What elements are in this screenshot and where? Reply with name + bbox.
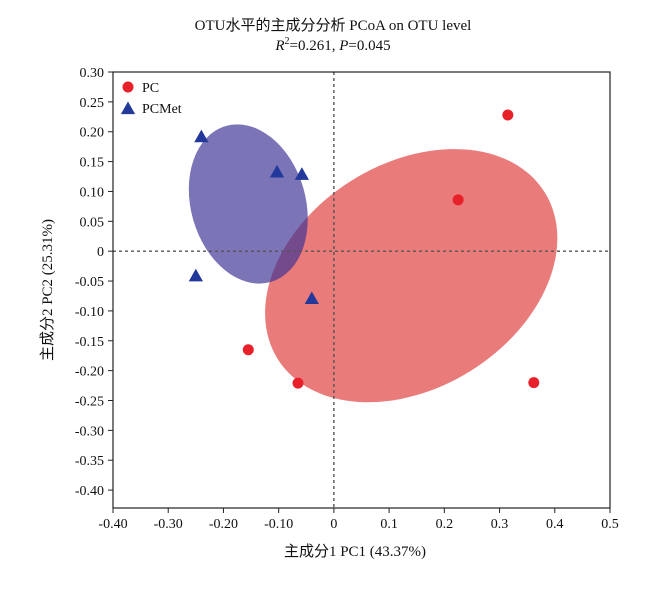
- x-axis-ticks: -0.40 -0.30 -0.20 -0.10 0 0.1 0.2 0.3 0.4 0.5: [98, 508, 619, 532]
- y-tick-label: -0.15: [75, 335, 104, 350]
- x-tick-label: 0.2: [436, 517, 454, 532]
- subtitle-p-value: =0.045: [348, 38, 390, 54]
- chart-subtitle: R2=0.261, P=0.045: [274, 36, 390, 54]
- chart-title: OTU水平的主成分分析 PCoA on OTU level: [195, 17, 472, 34]
- y-tick-label: -0.25: [75, 394, 104, 409]
- x-tick-label: 0.1: [380, 517, 398, 532]
- subtitle-r-value: =0.261,: [290, 38, 340, 54]
- subtitle-p-label: P: [338, 38, 348, 54]
- point-pcmet-5: [304, 291, 319, 305]
- x-tick-label: 0.4: [546, 517, 564, 532]
- ellipse-pcmet: [188, 124, 308, 284]
- y-tick-label: 0.15: [80, 156, 105, 171]
- legend-marker-pcmet: [120, 101, 136, 115]
- point-pcmet-2: [269, 164, 285, 178]
- data-points: [188, 109, 540, 389]
- point-pcmet-4: [188, 268, 203, 282]
- y-tick-label: 0.20: [80, 126, 105, 141]
- x-tick-label: -0.40: [98, 517, 127, 532]
- y-axis-ticks: 0.30 0.25 0.20 0.15 0.10 0.05 0 -0.05 -0.10 -0.15…: [75, 66, 113, 499]
- point-pc-5: [292, 377, 304, 389]
- y-tick-label: -0.20: [75, 365, 104, 380]
- point-pcmet-1: [194, 129, 209, 143]
- y-tick-label: 0.30: [80, 66, 105, 81]
- y-axis-title: 主成分2 PC2 (25.31%): [39, 219, 56, 361]
- legend-label-pcmet: PCMet: [142, 102, 182, 117]
- subtitle-r-label: R: [274, 38, 284, 54]
- x-tick-label: -0.30: [154, 517, 183, 532]
- point-pc-2: [452, 194, 464, 206]
- x-tick-label: -0.20: [209, 517, 238, 532]
- x-tick-label: 0.3: [491, 517, 509, 532]
- point-pc-4: [242, 344, 254, 356]
- reference-lines: [113, 72, 610, 508]
- y-tick-label: 0.25: [80, 96, 105, 111]
- y-tick-label: -0.05: [75, 275, 104, 290]
- point-pcmet-3: [294, 167, 309, 180]
- x-tick-label: 0.5: [601, 517, 619, 532]
- legend-marker-pc: [122, 81, 134, 93]
- y-tick-label: 0.05: [80, 215, 105, 230]
- y-tick-label: -0.30: [75, 424, 104, 439]
- plot-frame: [112, 71, 611, 509]
- y-tick-label: -0.40: [75, 484, 104, 499]
- x-tick-label: -0.10: [264, 517, 293, 532]
- ellipse-pc: [265, 149, 558, 403]
- point-pc-3: [528, 377, 540, 389]
- y-tick-label: -0.35: [75, 454, 104, 469]
- legend-label-pc: PC: [142, 81, 159, 96]
- point-pc-1: [502, 109, 514, 121]
- y-tick-label: -0.10: [75, 305, 104, 320]
- subtitle-r-sup: 2: [285, 36, 290, 47]
- y-tick-label: 0.10: [80, 185, 105, 200]
- x-tick-label: 0: [330, 517, 337, 532]
- confidence-ellipses: [188, 124, 558, 403]
- legend: PC PCMet: [120, 81, 182, 117]
- x-axis-title: 主成分1 PC1 (43.37%): [284, 543, 426, 560]
- y-tick-label: 0: [97, 245, 104, 260]
